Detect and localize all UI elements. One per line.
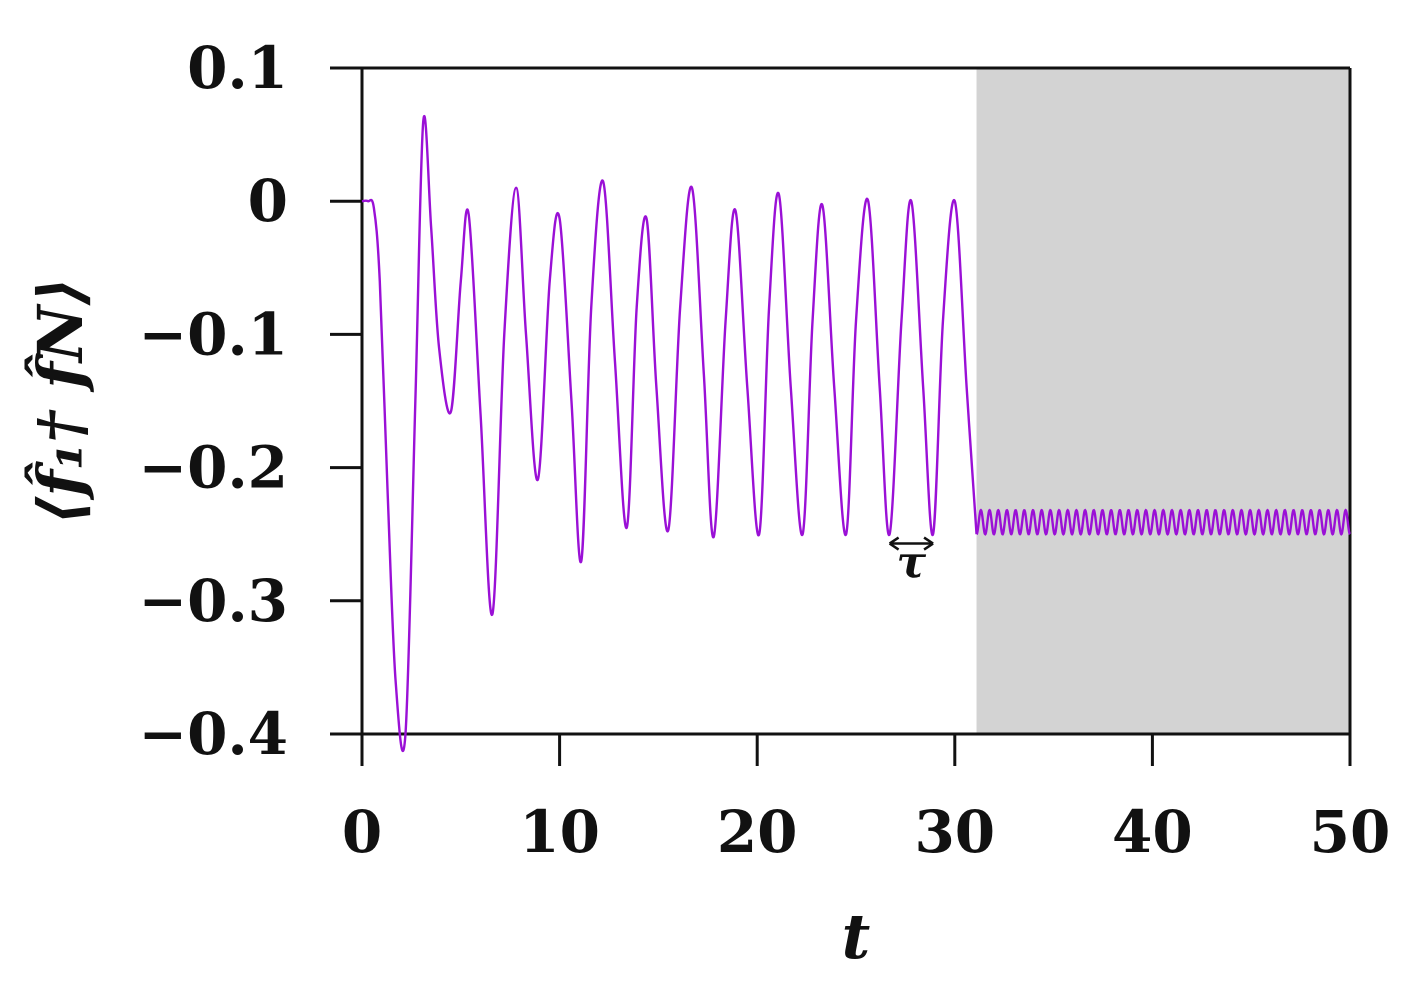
x-axis-label: t (842, 900, 871, 973)
axes-frame (360, 66, 1352, 736)
tau-arrow-head-right (923, 536, 934, 551)
x-tick-labels: 0 10 20 30 40 50 (342, 798, 1391, 866)
y-tick-label: −0.3 (138, 567, 288, 635)
series-line-transient (361, 115, 978, 753)
tau-arrow-head-left (888, 536, 900, 551)
y-axis-label: ⟨f̂₁† f̂N⟩ (24, 277, 97, 525)
y-tick-label: −0.4 (138, 700, 288, 768)
x-tick-label: 20 (717, 798, 798, 866)
tau-label: τ (897, 538, 927, 589)
y-tick-label: −0.1 (138, 300, 288, 368)
x-tick-label: 50 (1310, 798, 1391, 866)
tick-marks (330, 66, 1352, 766)
y-tick-label: 0 (248, 167, 288, 235)
x-tick-label: 10 (519, 798, 600, 866)
shaded-region (976, 68, 1350, 734)
x-tick-label: 30 (914, 798, 995, 866)
series-line-steady-state (975, 508, 1351, 536)
x-tick-label: 0 (342, 798, 382, 866)
y-tick-label: −0.2 (138, 434, 288, 502)
y-tick-label: 0.1 (187, 34, 288, 102)
x-tick-label: 40 (1112, 798, 1193, 866)
tau-annotation: τ (888, 536, 934, 589)
y-tick-labels: 0.1 0 −0.1 −0.2 −0.3 −0.4 (138, 34, 288, 768)
